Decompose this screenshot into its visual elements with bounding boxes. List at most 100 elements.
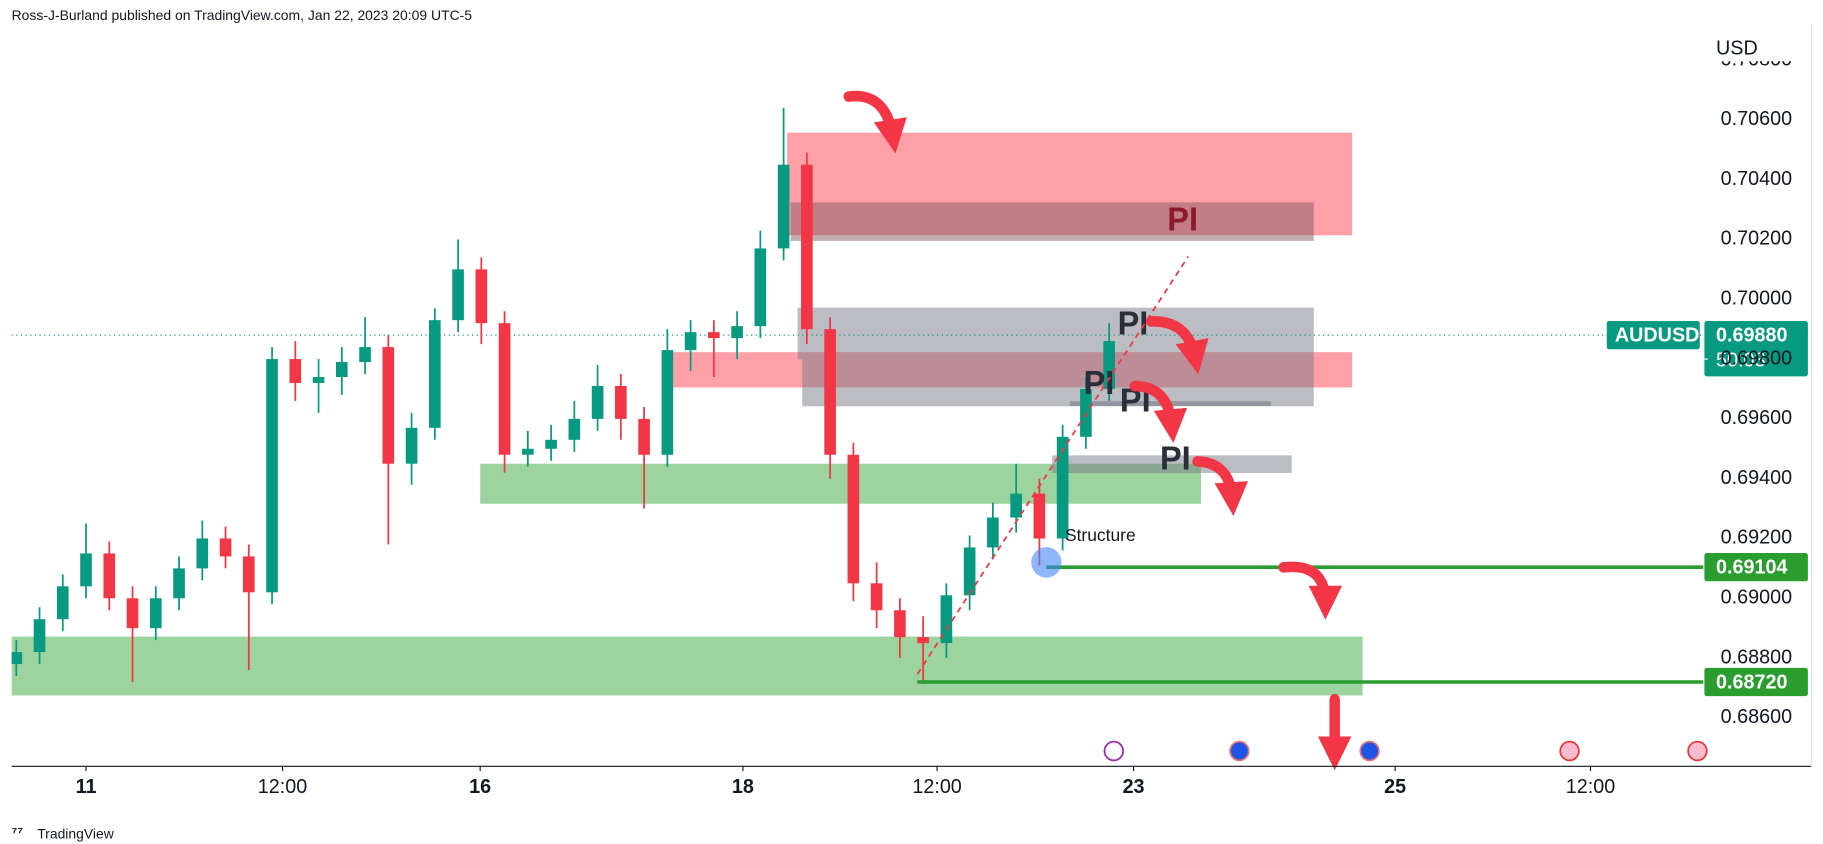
candle-body (801, 164, 813, 330)
candle-body (266, 359, 278, 593)
candle-body (33, 619, 46, 653)
x-tick-label: 18 (732, 776, 754, 798)
event-icon[interactable] (1103, 740, 1124, 762)
countdown: 50:03 (1716, 349, 1765, 371)
candle-body (335, 362, 348, 377)
candle-body (312, 376, 325, 383)
watermark: TradingView (37, 825, 115, 841)
candle-body (219, 538, 232, 557)
candle-body (1010, 493, 1022, 518)
candle-body (870, 583, 883, 611)
candle-body (754, 248, 767, 327)
candle-body (894, 610, 906, 638)
y-tick-label: 0.70000 (1721, 287, 1792, 309)
candle-body (103, 553, 116, 599)
candle-body (80, 553, 92, 587)
header: Ross-J-Burland published on TradingView.… (12, 7, 473, 23)
logo-mark: ⁷⁷ (12, 824, 24, 840)
zone-label: PI (1167, 200, 1198, 237)
x-tick-label: 25 (1384, 776, 1406, 798)
candle-body (498, 323, 511, 455)
arrow (1192, 456, 1249, 517)
candle-body (405, 427, 418, 464)
arrow (1129, 380, 1188, 444)
candle-body (149, 598, 162, 629)
x-tick-label: 12:00 (912, 776, 961, 798)
candle-body (1033, 493, 1046, 539)
event-icon[interactable] (1687, 740, 1708, 762)
x-tick-label: 11 (76, 776, 97, 798)
candle-body (963, 547, 976, 596)
candle-body (475, 269, 488, 324)
level-badge (1704, 553, 1808, 582)
arrows (843, 90, 1352, 771)
arrow (1278, 561, 1343, 620)
y-tick-label: 0.69400 (1721, 467, 1792, 489)
zone-label: PI (1160, 439, 1191, 476)
zone (790, 202, 1314, 241)
event-icon[interactable] (1559, 740, 1580, 762)
candle-body (545, 439, 557, 449)
zone-label: PI (1084, 364, 1115, 401)
event-icon[interactable] (1359, 740, 1380, 762)
symbol-badge (1606, 321, 1700, 350)
x-tick-label: 16 (469, 776, 491, 798)
y-tick-label: 0.68800 (1721, 646, 1792, 668)
x-tick-label: 23 (1123, 776, 1145, 798)
candle-body (242, 556, 255, 593)
candle-body (126, 598, 139, 629)
candle-body (173, 568, 185, 599)
candle-body (382, 347, 395, 464)
event-icons (1103, 740, 1708, 762)
candle-body (11, 652, 23, 665)
y-ticks: 0.68600 0.68800 0.69000 0.69200 0.69400 0.696… (1703, 48, 1792, 728)
candle-body (452, 269, 464, 321)
currency: USD (1716, 38, 1758, 60)
x-tick-label: 12:00 (258, 776, 307, 798)
arrow (843, 90, 907, 154)
level-badge (1704, 667, 1808, 697)
level-label: 0.68720 (1716, 671, 1787, 693)
candle-body (940, 595, 953, 644)
candle-body (568, 418, 581, 440)
price-badge (1704, 321, 1808, 377)
last-price-label: 0.69880 (1716, 324, 1787, 346)
candle-body (638, 418, 650, 455)
symbol-label: AUDUSD (1615, 324, 1700, 346)
zone (802, 359, 1314, 407)
level-label: 0.69104 (1716, 557, 1787, 579)
y-tick-label: 0.69800 (1721, 347, 1792, 369)
zone (1052, 455, 1292, 473)
candle-body (1103, 341, 1115, 389)
zone-label: PI (1118, 304, 1149, 341)
candle-body (708, 332, 720, 339)
y-tick-label: 0.69000 (1721, 586, 1792, 608)
candle-body (824, 329, 836, 455)
y-tick-label: 0.70400 (1721, 168, 1792, 190)
candle-body (987, 517, 999, 548)
y-tick-label: 0.70600 (1721, 108, 1792, 130)
candle-body (591, 385, 604, 419)
candle-body (847, 454, 860, 584)
structure-point (1031, 547, 1062, 578)
trendline (916, 256, 1189, 675)
candle-body (56, 586, 69, 620)
y-tick-label: 0.69200 (1721, 527, 1792, 549)
candle-body (429, 320, 441, 428)
arrow (1145, 316, 1209, 375)
candle-body (731, 326, 743, 339)
candle-body (359, 347, 371, 363)
event-icon[interactable] (1229, 740, 1250, 762)
candle-body (522, 448, 534, 455)
candle-body (1056, 436, 1069, 539)
y-tick-label: 0.70200 (1721, 228, 1792, 250)
candle-body (615, 385, 627, 419)
zone (11, 636, 1363, 696)
x-tick-label: 12:00 (1566, 776, 1615, 798)
y-tick-label: 0.70800 (1721, 48, 1792, 70)
candle-body (917, 637, 929, 644)
structure-label: Structure (1065, 525, 1136, 545)
